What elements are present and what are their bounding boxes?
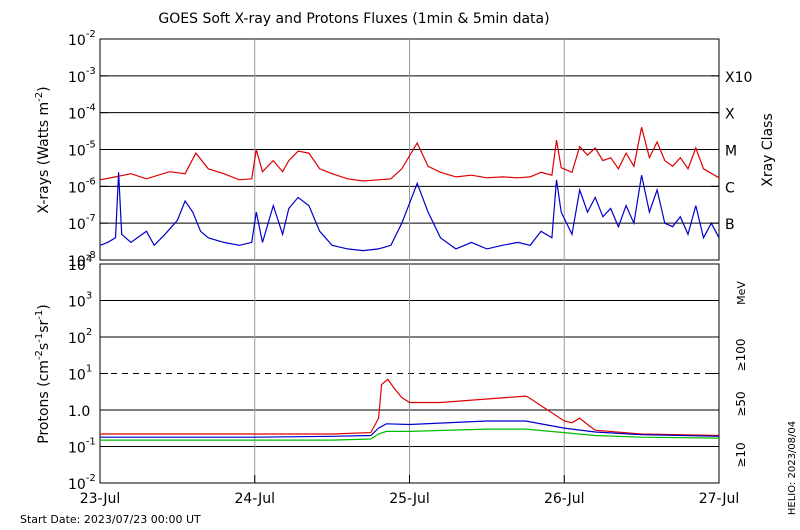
proton-y-tick-exp: -1 xyxy=(86,437,96,448)
xray-y-axis-label: X-rays (Watts m-2) xyxy=(34,86,52,213)
xray-y-tick-base: 10 xyxy=(68,107,86,123)
xray-y-tick-base: 10 xyxy=(68,70,86,86)
proton-y-tick-base: 10 xyxy=(68,477,86,493)
proton-y-tick-label: 1.0 xyxy=(68,404,90,420)
proton-series-line-2 xyxy=(100,428,720,441)
proton-y-tick-base: 10 xyxy=(68,258,86,274)
proton-unit-label: MeV xyxy=(735,281,748,305)
proton-y-axis-label-close: ) xyxy=(36,304,52,309)
xray-y-tick-label: 10-4 xyxy=(68,103,96,123)
xray-y-tick-label: 10-8 xyxy=(68,250,96,270)
proton-y-tick-exp: -2 xyxy=(86,473,96,484)
proton-series xyxy=(100,378,720,441)
proton-y-tick-base: 10 xyxy=(68,368,86,384)
x-tick-label: 23-Jul xyxy=(80,491,121,507)
xray-class-title: Xray Class xyxy=(760,113,776,187)
xray-grid xyxy=(100,39,719,260)
xray-y-tick-exp: -8 xyxy=(86,250,96,261)
xray-y-axis-label-main: X-rays (Watts m xyxy=(36,102,52,214)
proton-y-tick-label: 104 xyxy=(68,254,92,274)
proton-y-axis-label-main: Protons (cm xyxy=(36,360,52,444)
proton-y-tick-exp: 4 xyxy=(86,254,92,265)
xray-y-tick-base: 10 xyxy=(68,33,86,49)
xray-class-label: X xyxy=(725,107,735,123)
xray-y-tick-exp: -5 xyxy=(86,140,96,151)
xray-series-line-long xyxy=(99,127,720,182)
xray-y-ticks: 10-810-710-610-510-410-310-2 xyxy=(68,29,719,270)
proton-legend-label: ≥10 xyxy=(734,442,748,467)
xray-y-tick-base: 10 xyxy=(68,254,86,270)
credit-label: HELIO: 2023/08/04 xyxy=(787,421,798,515)
proton-legend: ≥100 ≥50 ≥10 xyxy=(734,339,748,468)
proton-y-axis-label-exp2: -1 xyxy=(34,333,45,343)
xray-y-tick-label: 10-7 xyxy=(68,213,96,233)
xray-class-label: X10 xyxy=(725,70,752,86)
x-tick-label: 25-Jul xyxy=(389,491,430,507)
proton-y-tick-label: 10-2 xyxy=(68,473,96,493)
proton-y-tick-base: 10 xyxy=(68,295,86,311)
proton-y-tick-base: 1.0 xyxy=(68,404,90,420)
proton-y-tick-exp: 2 xyxy=(86,327,92,338)
xray-series-line-short xyxy=(99,172,720,252)
xray-y-tick-label: 10-2 xyxy=(68,29,96,49)
xray-y-tick-base: 10 xyxy=(68,144,86,160)
xray-y-tick-label: 10-5 xyxy=(68,140,96,160)
proton-y-tick-exp: 1 xyxy=(86,364,92,375)
xray-series xyxy=(99,127,720,252)
proton-x-ticks: 23-Jul 24-Jul 25-Jul 26-Jul 27-Jul xyxy=(80,475,740,507)
proton-grid xyxy=(100,264,719,483)
xray-y-tick-exp: -6 xyxy=(86,176,96,187)
xray-class-labels: X10 X M C B xyxy=(725,70,752,233)
xray-y-tick-label: 10-6 xyxy=(68,176,96,196)
proton-y-axis-label-exp1: -2 xyxy=(34,350,45,360)
x-tick-label: 27-Jul xyxy=(699,491,740,507)
proton-y-tick-label: 101 xyxy=(68,364,92,384)
chart-title: GOES Soft X-ray and Protons Fluxes (1min… xyxy=(158,11,549,27)
xray-y-tick-exp: -7 xyxy=(86,213,96,224)
proton-y-axis-label-exp3: -1 xyxy=(34,310,45,320)
xray-y-tick-exp: -4 xyxy=(86,103,96,114)
proton-y-axis-label-mid: s xyxy=(36,343,52,350)
proton-legend-label: ≥100 xyxy=(734,339,748,372)
x-tick-label: 26-Jul xyxy=(544,491,585,507)
xray-class-label: M xyxy=(725,144,737,160)
proton-y-axis-label-mid2: sr xyxy=(36,319,52,332)
proton-legend-label: ≥50 xyxy=(734,391,748,416)
xray-y-axis-label-exp: -2 xyxy=(34,92,45,102)
proton-series-line-0 xyxy=(100,378,720,437)
xray-class-label: B xyxy=(725,217,735,233)
start-date: Start Date: 2023/07/23 00:00 UT xyxy=(20,513,201,526)
proton-y-tick-base: 10 xyxy=(68,331,86,347)
xray-y-axis-label-close: ) xyxy=(36,86,52,91)
xray-y-tick-exp: -2 xyxy=(86,29,96,40)
x-tick-label: 24-Jul xyxy=(234,491,275,507)
proton-y-tick-exp: 3 xyxy=(86,291,92,302)
proton-y-tick-label: 102 xyxy=(68,327,92,347)
proton-y-axis-label: Protons (cm-2s-1sr-1) xyxy=(34,304,52,443)
xray-y-tick-label: 10-3 xyxy=(68,66,96,86)
xray-y-tick-exp: -3 xyxy=(86,66,96,77)
proton-y-tick-label: 10-1 xyxy=(68,437,96,457)
proton-series-line-1 xyxy=(100,420,720,438)
xray-class-label: C xyxy=(725,180,735,196)
xray-y-tick-base: 10 xyxy=(68,217,86,233)
proton-y-tick-base: 10 xyxy=(68,441,86,457)
xray-y-tick-base: 10 xyxy=(68,180,86,196)
proton-y-tick-label: 103 xyxy=(68,291,92,311)
